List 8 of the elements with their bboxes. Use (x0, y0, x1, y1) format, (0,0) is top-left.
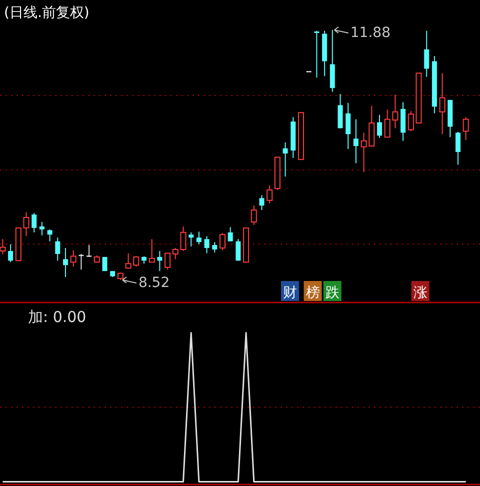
text: 榜 (306, 285, 320, 301)
chart-title: (日线.前复权) (4, 5, 90, 21)
text: 财 (283, 285, 298, 301)
text: 涨 (413, 285, 428, 301)
annotation: 8.52 (138, 275, 170, 291)
text: 跌 (325, 285, 340, 301)
annotation: 11.88 (350, 25, 390, 41)
chart-title: 加: 0.00 (28, 308, 86, 326)
